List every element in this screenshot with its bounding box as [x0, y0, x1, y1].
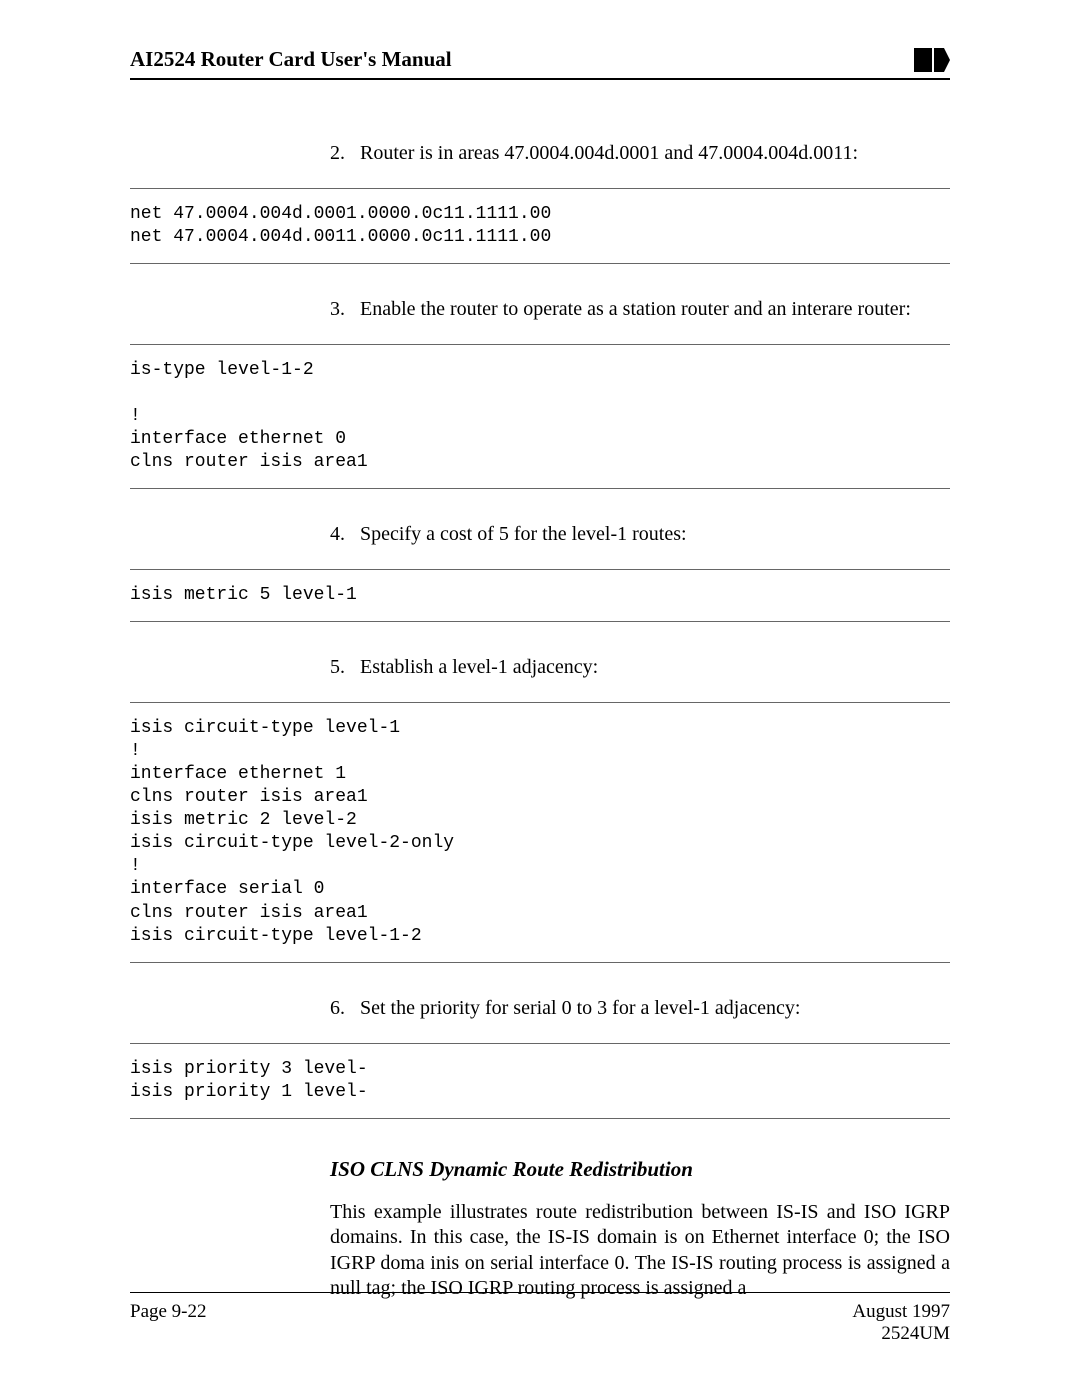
section-paragraph: This example illustrates route redistrib…: [330, 1200, 950, 1302]
page-footer: Page 9-22 August 1997 2524UM: [130, 1292, 950, 1345]
step-text: Router is in areas 47.0004.004d.0001 and…: [360, 140, 950, 166]
step-number: 2.: [330, 140, 360, 166]
step-6: 6. Set the priority for serial 0 to 3 fo…: [330, 995, 950, 1021]
footer-page-number: Page 9-22: [130, 1301, 207, 1345]
code-block-4: isis metric 5 level-1: [130, 569, 950, 622]
footer-date: August 1997: [852, 1301, 950, 1323]
page-header: AI2524 Router Card User's Manual: [130, 47, 950, 80]
step-text: Establish a level-1 adjacency:: [360, 654, 950, 680]
code-block-5: isis circuit-type level-1 ! interface et…: [130, 702, 950, 962]
step-text: Set the priority for serial 0 to 3 for a…: [360, 995, 950, 1021]
step-2: 2. Router is in areas 47.0004.004d.0001 …: [330, 140, 950, 166]
code-block-3: is-type level-1-2 ! interface ethernet 0…: [130, 344, 950, 489]
step-number: 6.: [330, 995, 360, 1021]
code-block-6: isis priority 3 level- isis priority 1 l…: [130, 1043, 950, 1119]
step-4: 4. Specify a cost of 5 for the level-1 r…: [330, 521, 950, 547]
footer-right: August 1997 2524UM: [852, 1301, 950, 1345]
step-text: Specify a cost of 5 for the level-1 rout…: [360, 521, 950, 547]
step-number: 4.: [330, 521, 360, 547]
content-area: 2. Router is in areas 47.0004.004d.0001 …: [130, 80, 950, 1302]
step-number: 3.: [330, 296, 360, 322]
step-text: Enable the router to operate as a statio…: [360, 296, 950, 322]
step-3: 3. Enable the router to operate as a sta…: [330, 296, 950, 322]
code-block-2: net 47.0004.004d.0001.0000.0c11.1111.00 …: [130, 188, 950, 264]
section-heading: ISO CLNS Dynamic Route Redistribution: [330, 1157, 950, 1182]
header-title: AI2524 Router Card User's Manual: [130, 47, 452, 72]
step-number: 5.: [330, 654, 360, 680]
step-5: 5. Establish a level-1 adjacency:: [330, 654, 950, 680]
page: AI2524 Router Card User's Manual 2. Rout…: [0, 0, 1080, 1397]
brand-logo-icon: [914, 48, 950, 72]
footer-doc-id: 2524UM: [852, 1323, 950, 1345]
